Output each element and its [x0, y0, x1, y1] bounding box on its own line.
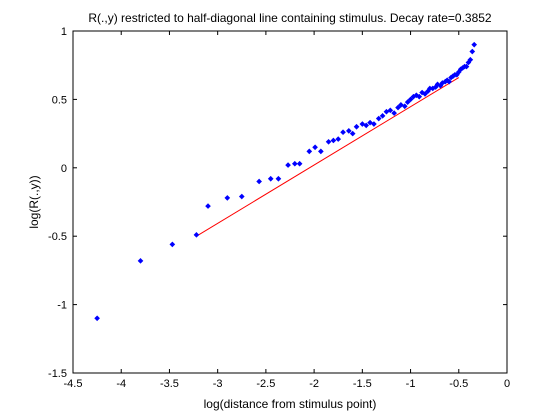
- data-point: [275, 175, 282, 182]
- y-axis-ticks: -1.5 -1 -0.5 0 0.5 1: [48, 26, 507, 380]
- data-point: [404, 99, 411, 105]
- data-point: [291, 160, 298, 167]
- data-point: [359, 121, 366, 127]
- data-point: [285, 162, 291, 168]
- data-point: [391, 110, 397, 116]
- x-tick-label: -1: [406, 378, 416, 390]
- data-point: [346, 128, 352, 134]
- data-point: [371, 121, 377, 127]
- data-point: [94, 315, 100, 322]
- x-tick-label: -3.5: [160, 378, 179, 390]
- data-point: [416, 93, 423, 100]
- data-point: [434, 81, 441, 88]
- x-axis-ticks: -4.5 -4 -3.5 -3 -2.5 -2 -1.5 -1 -0.5 0: [64, 31, 510, 390]
- x-tick-label: -4: [116, 378, 126, 390]
- data-point: [349, 130, 356, 137]
- data-point: [383, 108, 390, 115]
- data-point: [363, 122, 370, 129]
- data-point: [306, 148, 313, 155]
- data-point: [398, 102, 404, 108]
- y-tick-label: -1.5: [48, 368, 67, 380]
- y-tick-label: 0: [61, 163, 67, 175]
- data-point: [330, 137, 337, 144]
- y-tick-label: -1: [57, 300, 67, 312]
- data-point: [312, 144, 318, 151]
- data-point: [193, 232, 200, 238]
- chart-title: R(.,y) restricted to half-diagonal line …: [88, 11, 492, 25]
- data-point: [238, 193, 245, 200]
- data-point: [387, 107, 394, 114]
- data-point: [256, 178, 262, 185]
- data-point: [137, 257, 144, 264]
- data-point: [367, 119, 373, 126]
- data-point: [340, 129, 346, 136]
- data-point: [467, 56, 474, 63]
- data-point: [407, 96, 414, 103]
- data-point: [446, 78, 452, 85]
- data-point: [395, 104, 401, 111]
- x-tick-label: -3: [213, 378, 223, 390]
- data-point: [422, 91, 428, 97]
- data-point: [224, 195, 231, 201]
- y-tick-label: 1: [61, 26, 67, 38]
- data-points: [94, 41, 478, 322]
- y-axis-label: log(R(.,y)): [27, 175, 41, 228]
- data-point: [267, 175, 274, 182]
- data-point: [296, 160, 303, 167]
- data-point: [419, 89, 425, 96]
- data-point: [375, 115, 382, 122]
- x-tick-label: -0.5: [449, 378, 468, 390]
- data-point: [318, 148, 324, 155]
- data-point: [353, 123, 360, 130]
- data-point: [169, 241, 176, 248]
- data-point: [335, 136, 342, 142]
- x-tick-label: -1.5: [353, 378, 372, 390]
- data-point: [325, 138, 332, 145]
- x-tick-label: 0: [504, 378, 510, 390]
- data-point: [379, 112, 386, 119]
- x-axis-label: log(distance from stimulus point): [204, 397, 377, 411]
- data-point: [463, 63, 470, 70]
- fit-line: [196, 77, 460, 237]
- y-tick-label: -0.5: [48, 231, 67, 243]
- x-tick-label: -2.5: [256, 378, 275, 390]
- x-tick-label: -4.5: [64, 378, 83, 390]
- data-point: [205, 203, 211, 209]
- data-point: [471, 41, 478, 48]
- x-tick-label: -2: [309, 378, 319, 390]
- data-point: [469, 48, 476, 55]
- fit-line-group: [196, 77, 460, 237]
- y-tick-label: 0.5: [52, 94, 67, 106]
- data-point: [401, 103, 408, 110]
